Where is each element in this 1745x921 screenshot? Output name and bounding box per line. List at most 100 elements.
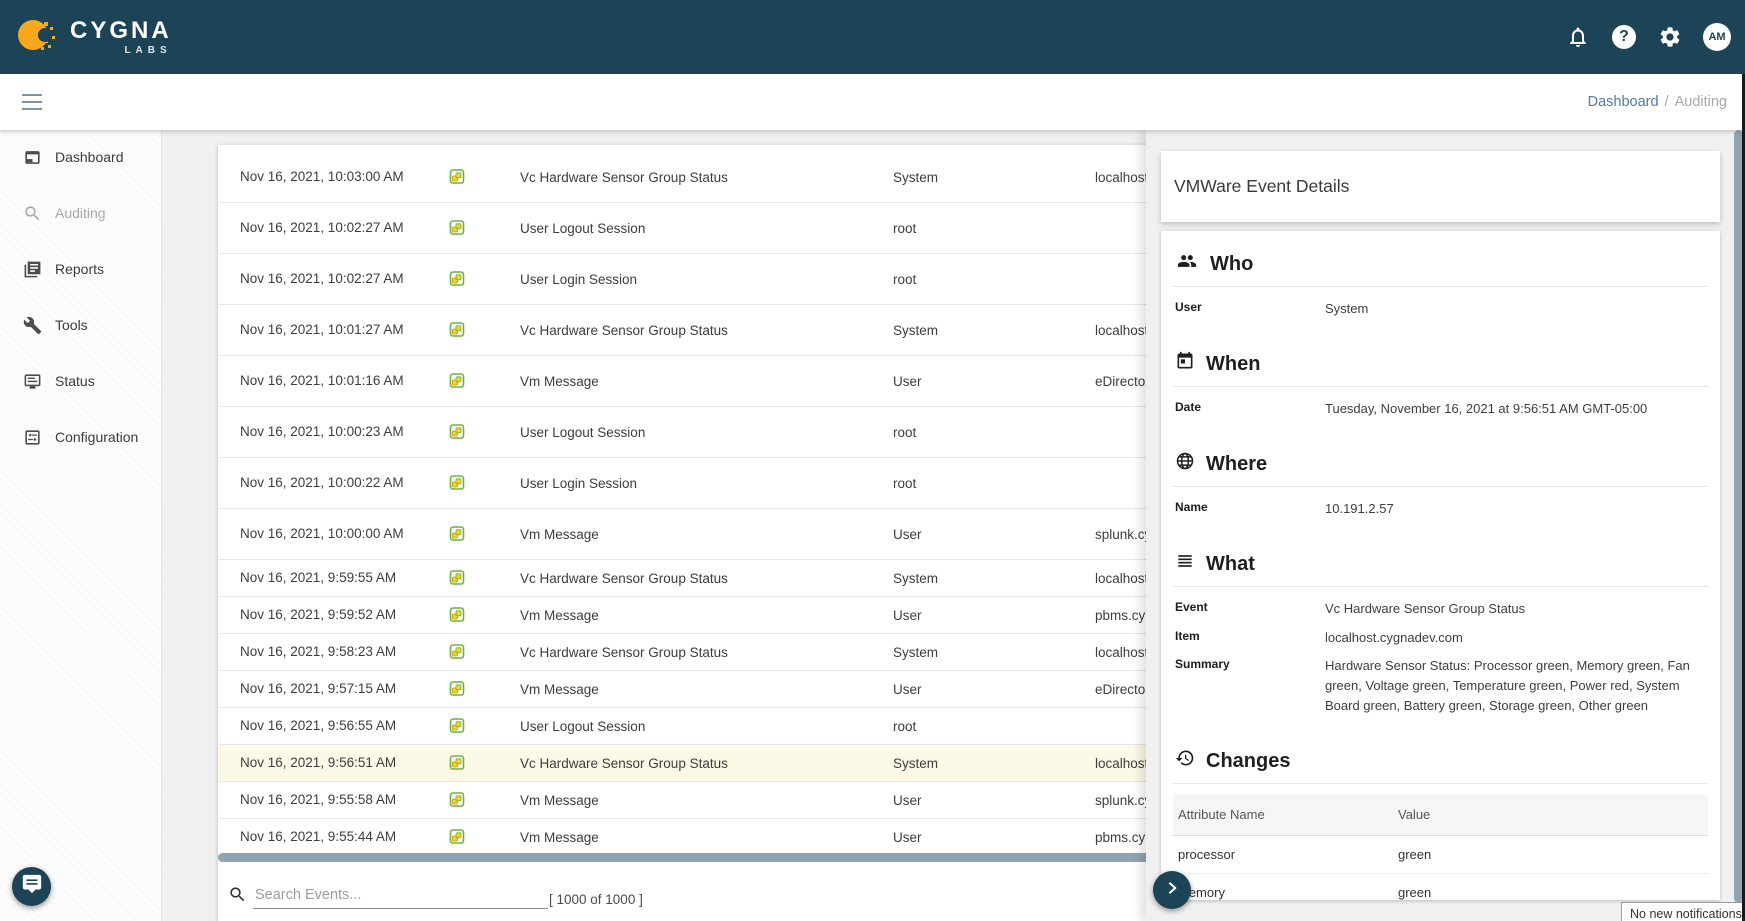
event-name: User Logout Session	[520, 220, 646, 236]
event-user: System	[893, 755, 939, 771]
change-attribute: memory	[1178, 885, 1225, 900]
horizontal-scrollbar[interactable]	[218, 853, 1732, 862]
notifications-bell-icon[interactable]	[1565, 24, 1591, 50]
vmware-icon	[448, 525, 520, 543]
breadcrumb-current: Auditing	[1674, 94, 1727, 110]
search-input[interactable]	[253, 884, 548, 909]
event-user: root	[893, 475, 917, 491]
sidebar-item-tools[interactable]: Tools	[0, 310, 161, 340]
event-name: Vm Message	[520, 607, 599, 623]
sidebar-item-reports[interactable]: Reports	[0, 254, 161, 284]
feedback-chat-button[interactable]	[12, 867, 51, 906]
event-name: Vm Message	[520, 681, 599, 697]
column-attribute-name: Attribute Name	[1178, 807, 1265, 823]
table-row[interactable]: Nov 16, 2021, 9:56:55 AM User Logout Sess…	[218, 708, 1732, 745]
user-avatar[interactable]: AM	[1703, 23, 1731, 51]
event-date: Nov 16, 2021, 10:02:27 AM	[240, 270, 404, 286]
detail-value: System	[1325, 301, 1369, 316]
section-heading-where: Where	[1173, 447, 1708, 488]
event-user: root	[893, 220, 917, 236]
event-date: Nov 16, 2021, 10:01:16 AM	[240, 372, 404, 388]
vmware-icon	[448, 321, 520, 339]
event-name: Vm Message	[520, 373, 599, 389]
table-row[interactable]: Nov 16, 2021, 9:59:52 AM Vm Message User pb…	[218, 597, 1732, 634]
detail-row-date: Date Tuesday, November 16, 2021 at 9:56:5…	[1173, 395, 1708, 423]
event-date: Nov 16, 2021, 9:56:51 AM	[240, 754, 397, 770]
change-value: green	[1398, 885, 1432, 900]
detail-label: User	[1175, 300, 1202, 314]
sidebar-item-label: Dashboard	[55, 149, 124, 165]
event-name: Vm Message	[520, 526, 599, 542]
sidebar-item-status[interactable]: Status	[0, 366, 161, 396]
brand-sub: LABS	[124, 44, 172, 56]
event-host: eDirecto	[1095, 373, 1146, 389]
event-user: User	[893, 681, 922, 697]
event-name: User Logout Session	[520, 718, 646, 734]
wrench-icon	[22, 315, 42, 335]
detail-row-user: User System	[1173, 295, 1708, 323]
event-user: root	[893, 424, 917, 440]
detail-value: Tuesday, November 16, 2021 at 9:56:51 AM…	[1325, 401, 1648, 417]
event-host: splunk.cy	[1095, 792, 1152, 808]
vmware-icon	[448, 606, 520, 624]
sidebar-item-configuration[interactable]: Configuration	[0, 422, 161, 452]
table-row[interactable]: Nov 16, 2021, 10:02:27 AM User Logout Ses…	[218, 203, 1732, 254]
panel-vertical-scrollbar[interactable]	[1734, 130, 1743, 903]
sidebar-item-dashboard[interactable]: Dashboard	[0, 142, 161, 172]
event-name: User Login Session	[520, 271, 638, 287]
detail-label: Event	[1175, 600, 1208, 615]
vmware-icon	[448, 828, 520, 846]
brand-name: CYGNA	[70, 16, 172, 44]
breadcrumb-separator: /	[1664, 94, 1669, 110]
breadcrumb-dashboard-link[interactable]: Dashboard	[1587, 94, 1659, 110]
changes-row: processor green	[1173, 836, 1708, 875]
table-row[interactable]: Nov 16, 2021, 9:55:58 AM Vm Message User sp…	[218, 782, 1732, 819]
event-date: Nov 16, 2021, 9:59:55 AM	[240, 569, 397, 585]
settings-gear-icon[interactable]	[1657, 24, 1683, 50]
table-row[interactable]: Nov 16, 2021, 10:03:00 AM Vc Hardware Sen…	[218, 152, 1732, 203]
event-host: localhost	[1095, 755, 1149, 771]
calendar-icon	[1175, 351, 1195, 377]
table-row[interactable]: Nov 16, 2021, 10:01:27 AM Vc Hardware Sen…	[218, 305, 1732, 356]
event-host: splunk.cy	[1095, 526, 1152, 542]
detail-row-event: Event Vc Hardware Sensor Group Status	[1173, 595, 1708, 623]
section-heading-who: Who	[1173, 247, 1708, 287]
table-row[interactable]: Nov 16, 2021, 9:58:23 AM Vc Hardware Sens…	[218, 634, 1732, 671]
sidebar-nav: Dashboard Auditing Reports Tools Status Confi…	[0, 130, 162, 921]
panel-body: Who User System When Date Tuesday, November 1…	[1161, 231, 1720, 900]
event-host: eDirecto	[1095, 681, 1146, 697]
vmware-icon	[448, 717, 520, 735]
table-row[interactable]: Nov 16, 2021, 9:59:55 AM Vc Hardware Sens…	[218, 560, 1732, 597]
detail-label: Date	[1175, 400, 1202, 415]
column-value: Value	[1398, 807, 1431, 823]
detail-label: Item	[1175, 628, 1200, 643]
table-row[interactable]: Nov 16, 2021, 10:02:27 AM User Login Sess…	[218, 254, 1732, 305]
table-row[interactable]: Nov 16, 2021, 9:57:15 AM Vm Message User eD…	[218, 671, 1732, 708]
sidebar-item-auditing[interactable]: Auditing	[0, 198, 161, 228]
event-user: System	[893, 322, 939, 338]
event-name: Vc Hardware Sensor Group Status	[520, 322, 728, 338]
event-date: Nov 16, 2021, 10:03:00 AM	[240, 168, 404, 184]
dashboard-icon	[22, 147, 42, 167]
section-title: Changes	[1206, 749, 1291, 772]
changes-row: memory green	[1173, 874, 1708, 900]
event-user: User	[893, 829, 922, 845]
table-row[interactable]: Nov 16, 2021, 10:00:22 AM User Login Sess…	[218, 458, 1732, 509]
event-date: Nov 16, 2021, 9:57:15 AM	[240, 680, 397, 696]
vmware-icon	[448, 569, 520, 587]
help-icon[interactable]: ?	[1611, 24, 1637, 50]
window-edge-scrollbar[interactable]	[1742, 74, 1745, 921]
detail-value: localhost.cygnadev.com	[1325, 629, 1463, 645]
event-date: Nov 16, 2021, 10:00:00 AM	[240, 525, 404, 541]
change-value: green	[1398, 847, 1432, 863]
table-row[interactable]: Nov 16, 2021, 10:01:16 AM Vm Message User e…	[218, 356, 1732, 407]
event-name: Vc Hardware Sensor Group Status	[520, 755, 728, 771]
section-title: Who	[1210, 252, 1254, 275]
event-host: localhost	[1095, 570, 1149, 586]
panel-collapse-button[interactable]	[1153, 871, 1191, 909]
table-row[interactable]: Nov 16, 2021, 10:00:23 AM User Logout Ses…	[218, 407, 1732, 458]
table-row[interactable]: Nov 16, 2021, 10:00:00 AM Vm Message User s…	[218, 509, 1732, 560]
cygna-logo[interactable]: CYGNA LABS	[14, 12, 172, 63]
menu-hamburger-icon[interactable]	[22, 94, 42, 110]
event-name: Vm Message	[520, 792, 599, 808]
